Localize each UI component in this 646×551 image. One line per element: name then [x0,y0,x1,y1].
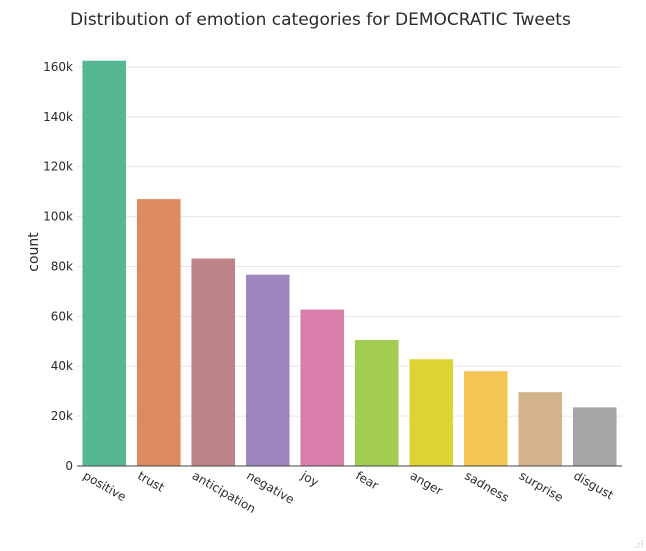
bar-positive[interactable] [82,60,127,467]
bar-negative[interactable] [245,274,290,466]
x-tick-label: positive [81,468,129,504]
x-tick-label: sadness [462,468,511,504]
bar-disgust[interactable] [572,407,617,466]
chart-title: Distribution of emotion categories for D… [70,10,571,30]
y-tick-label: 160k [43,60,73,74]
y-tick-label: 0 [65,459,73,473]
bar-anticipation[interactable] [191,258,236,466]
resize-grip-icon[interactable] [635,540,643,548]
x-tick-label: fear [353,468,381,492]
y-tick-label: 100k [43,210,73,224]
y-tick-label: 140k [43,110,73,124]
y-tick-labels: 0 20k 40k 60k 80k 100k 120k 140k 160k [43,60,73,473]
x-tick-label: joy [298,468,321,490]
x-tick-label: trust [135,468,167,494]
x-tick-label: disgust [571,468,616,502]
x-tick-label: anger [408,468,445,498]
y-tick-label: 120k [43,160,73,174]
bar-surprise[interactable] [518,392,563,466]
bars [82,60,617,467]
y-tick-label: 60k [51,309,73,323]
bar-sadness[interactable] [463,371,508,466]
bar-trust[interactable] [136,199,181,467]
bar-fear[interactable] [354,340,399,466]
bar-anger[interactable] [409,359,454,466]
y-tick-label: 20k [51,409,73,423]
y-axis-label: count [26,232,42,272]
gridlines [77,66,622,417]
bar-joy[interactable] [300,309,345,466]
x-tick-label: surprise [517,468,566,504]
y-tick-label: 80k [51,259,73,273]
y-tick-label: 40k [51,359,73,373]
